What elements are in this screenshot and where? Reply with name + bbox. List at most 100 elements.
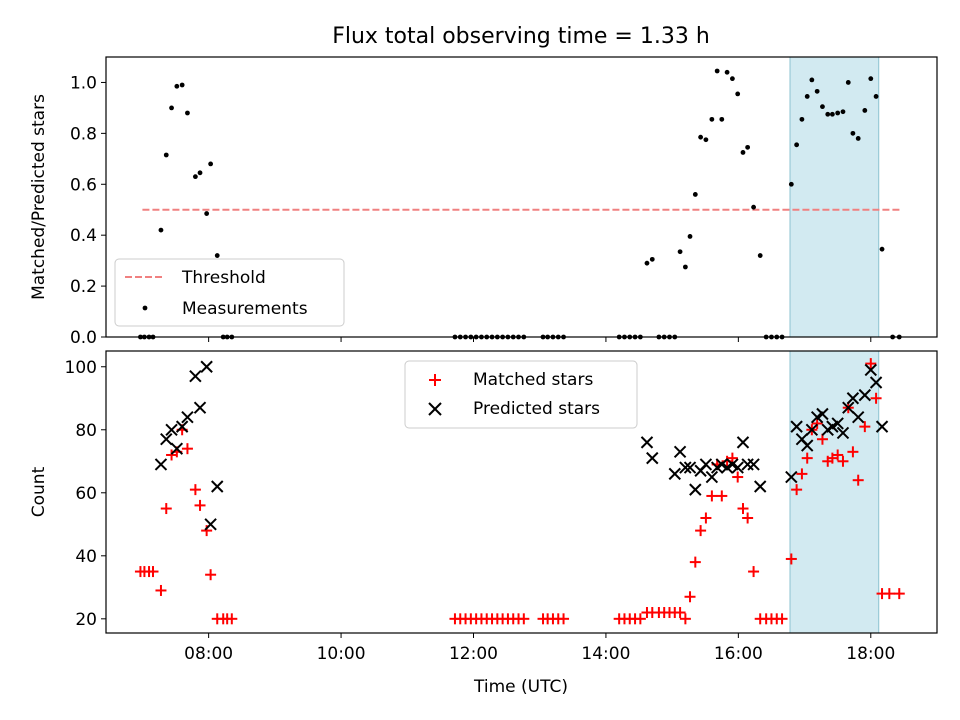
matched-star-point	[796, 468, 808, 480]
measurement-point	[677, 249, 683, 255]
predicted-star-point	[790, 420, 803, 433]
highlight-span	[789, 56, 880, 338]
measurement-point	[649, 256, 655, 262]
predicted-star-point	[842, 401, 855, 414]
matched-star-point	[689, 556, 701, 568]
predicted-star-point	[181, 410, 194, 424]
matched-star-point	[558, 613, 570, 625]
marks-bottom	[134, 358, 905, 625]
measurement-point	[850, 130, 856, 136]
predicted-star-point	[673, 445, 687, 459]
measurement-point	[879, 246, 885, 252]
measurement-point	[174, 83, 180, 89]
matched-star-point	[852, 474, 864, 486]
measurement-point	[868, 76, 874, 82]
matched-star-point	[155, 584, 167, 596]
predicted-star-point	[831, 417, 844, 430]
matched-star-point	[518, 613, 530, 625]
measurement-point	[840, 109, 846, 115]
matched-star-point	[748, 566, 760, 578]
measurement-point	[644, 260, 650, 266]
y-tick-label: 80	[75, 421, 97, 441]
measurement-point	[197, 170, 203, 176]
predicted-star-point	[160, 433, 173, 446]
predicted-star-point	[736, 436, 750, 449]
measurement-point	[719, 116, 725, 122]
matched-star-point	[865, 358, 877, 370]
measurement-point	[714, 68, 720, 74]
x-tick-label: 08:00	[184, 644, 233, 664]
matched-star-point	[726, 452, 738, 464]
measurement-point	[703, 137, 709, 143]
predicted-star-point	[731, 461, 744, 474]
y-tick-label: 1.0	[70, 73, 97, 93]
matched-star-point	[201, 525, 213, 537]
predicted-star-point	[646, 451, 659, 465]
predicted-star-point	[200, 360, 213, 373]
measurement-point	[757, 253, 763, 258]
matched-star-point	[674, 607, 686, 619]
measurement-point	[835, 110, 841, 116]
matched-star-point	[700, 512, 712, 524]
predicted-star-point	[154, 458, 168, 471]
measurement-point	[158, 227, 164, 233]
ticks-top: 0.0 0.2 0.4 0.6 0.8 1.0	[70, 73, 872, 348]
y-tick-label: 0.0	[70, 328, 97, 348]
y-tick-label: 20	[75, 610, 97, 630]
matched-star-point	[732, 471, 744, 483]
matched-star-point	[847, 446, 859, 458]
legend-matched-label: Matched stars	[473, 370, 593, 390]
y-tick-label: 40	[75, 547, 97, 567]
legend-threshold-label: Threshold	[181, 268, 266, 288]
predicted-star-point	[204, 518, 217, 531]
predicted-star-point	[211, 480, 224, 493]
matched-star-point	[801, 452, 813, 464]
measurement-point	[862, 108, 868, 113]
matched-star-point	[189, 484, 201, 496]
measurement-point	[855, 136, 861, 141]
matched-star-point	[811, 417, 823, 429]
predicted-star-point	[785, 470, 798, 484]
measurement-point	[709, 116, 715, 122]
measurement-point	[724, 69, 730, 75]
predicted-star-point	[801, 439, 814, 452]
matched-star-point	[816, 433, 828, 445]
legend-frame	[404, 360, 638, 429]
legend-predicted-swatch	[428, 402, 442, 416]
measurement-point	[799, 116, 805, 122]
matched-star-point	[742, 512, 754, 524]
legend-predicted-label: Predicted stars	[473, 399, 600, 419]
predicted-star-point	[858, 388, 872, 402]
matched-star-point	[684, 591, 696, 603]
measurement-point	[820, 104, 825, 110]
measurement-point	[873, 94, 879, 99]
predicted-star-point	[679, 461, 692, 474]
matched-star-point	[181, 443, 193, 455]
matched-star-point	[832, 449, 844, 461]
axes-frame	[105, 350, 938, 634]
x-tick-label: 16:00	[714, 644, 763, 664]
measurement-point	[204, 211, 210, 216]
measurement-point	[804, 94, 810, 99]
measurement-point	[208, 161, 214, 167]
predicted-star-point	[747, 458, 760, 471]
y-tick-label: 0.4	[70, 226, 97, 246]
measurement-point	[214, 253, 220, 258]
predicted-star-point	[875, 420, 889, 433]
matched-star-point	[160, 503, 172, 515]
predicted-star-point	[193, 401, 207, 414]
measurement-point	[735, 91, 741, 97]
matched-star-point	[226, 613, 238, 625]
matched-star-point	[147, 566, 159, 578]
panel-top: 0.0 0.2 0.4 0.6 0.8 1.0 Matched/Predicted sta…	[29, 56, 938, 348]
predicted-star-point	[699, 458, 713, 471]
matched-star-point	[716, 490, 728, 502]
predicted-star-point	[689, 483, 702, 496]
legend: Threshold Measurements	[114, 258, 345, 327]
matched-star-point	[791, 484, 803, 496]
legend-measurements-label: Measurements	[182, 299, 308, 319]
measurement-point	[192, 174, 198, 180]
measurement-point	[163, 152, 169, 158]
predicted-star-point	[683, 461, 697, 474]
